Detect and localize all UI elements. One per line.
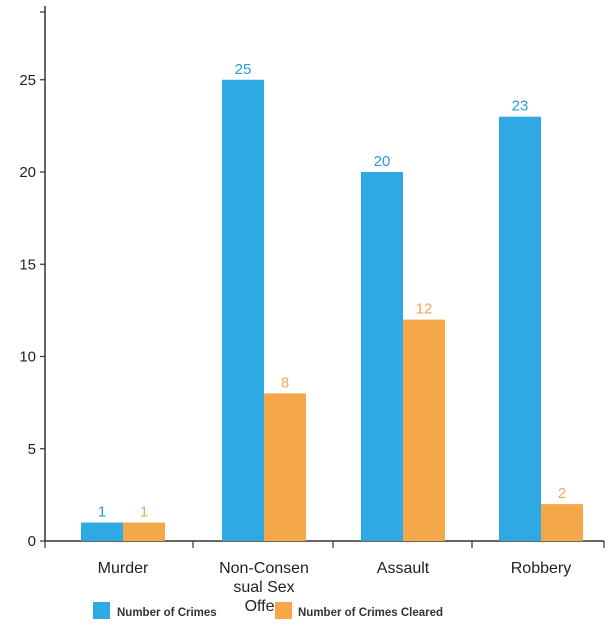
data-label: 2 <box>558 485 566 502</box>
legend-swatch <box>275 602 292 619</box>
bar-crimes <box>499 116 541 542</box>
y-tick-label: 15 <box>19 256 36 273</box>
category-label: Assault <box>377 560 430 577</box>
data-label: 20 <box>374 153 391 170</box>
category-label: Non-Consen <box>219 560 309 577</box>
y-tick-label: 20 <box>19 164 36 181</box>
category-label: Offen <box>245 598 284 615</box>
category-label: sual Sex <box>233 579 294 596</box>
data-label: 25 <box>235 61 252 78</box>
bar-crimes <box>81 522 123 541</box>
bar-cleared <box>123 522 165 541</box>
data-label: 1 <box>140 504 148 521</box>
legend-label: Number of Crimes <box>117 607 217 619</box>
legend-swatch <box>93 602 110 619</box>
bar-cleared <box>403 319 445 541</box>
bar-crimes <box>222 79 264 541</box>
legend: Number of Crimes Number of Crimes Cleared <box>93 602 443 619</box>
y-tick-label: 0 <box>28 533 36 550</box>
y-tick-label: 5 <box>28 441 36 458</box>
data-label: 23 <box>512 98 529 115</box>
bar-cleared <box>541 504 583 541</box>
bar-crimes <box>361 172 403 541</box>
legend-label: Number of Crimes Cleared <box>298 607 443 619</box>
y-tick-label: 10 <box>19 349 36 366</box>
category-label: Robbery <box>511 560 571 577</box>
bars <box>81 79 583 542</box>
category-label: Murder <box>98 560 149 577</box>
data-label: 12 <box>416 301 433 318</box>
y-tick-label: 25 <box>19 72 36 89</box>
data-label: 1 <box>98 504 106 521</box>
bar-cleared <box>264 393 306 541</box>
labels: 1 25 20 23 1 8 12 2 Murder Non-Consen sual Sex Offe… <box>98 61 572 615</box>
data-label: 8 <box>281 374 289 391</box>
